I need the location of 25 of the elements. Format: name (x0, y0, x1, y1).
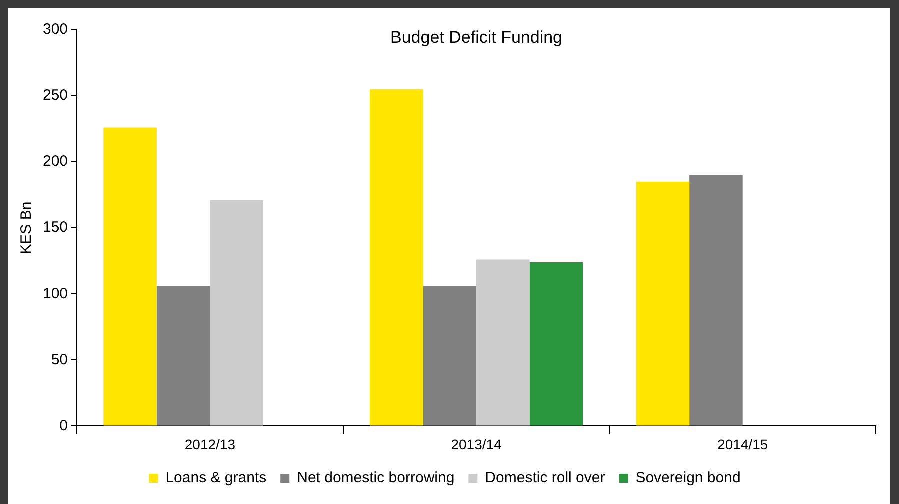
bar (530, 262, 584, 426)
y-tick-label: 250 (42, 87, 68, 104)
legend-label: Domestic roll over (485, 470, 606, 487)
x-tick-label: 2013/14 (451, 436, 502, 452)
x-tick-label: 2012/13 (184, 436, 236, 452)
bar (156, 286, 210, 426)
y-tick-label: 200 (42, 153, 68, 170)
bar (423, 286, 477, 426)
y-axis-title: KES Bn (18, 202, 36, 254)
bar (210, 200, 264, 426)
y-tick-label: 100 (42, 285, 68, 302)
y-tick-label: 150 (42, 219, 68, 236)
bar (690, 175, 743, 426)
bar (636, 182, 690, 426)
bar (476, 260, 530, 426)
y-tick-label: 0 (60, 417, 68, 434)
bar (370, 89, 424, 426)
legend-label: Sovereign bond (636, 470, 741, 487)
y-tick-label: 300 (42, 21, 68, 38)
legend-label: Net domestic borrowing (297, 470, 455, 487)
x-tick-label: 2014/15 (718, 436, 768, 452)
legend-label: Loans & grants (166, 470, 267, 487)
bar (104, 128, 157, 426)
y-tick-label: 50 (51, 351, 68, 368)
chart-title: Budget Deficit Funding (390, 28, 563, 48)
